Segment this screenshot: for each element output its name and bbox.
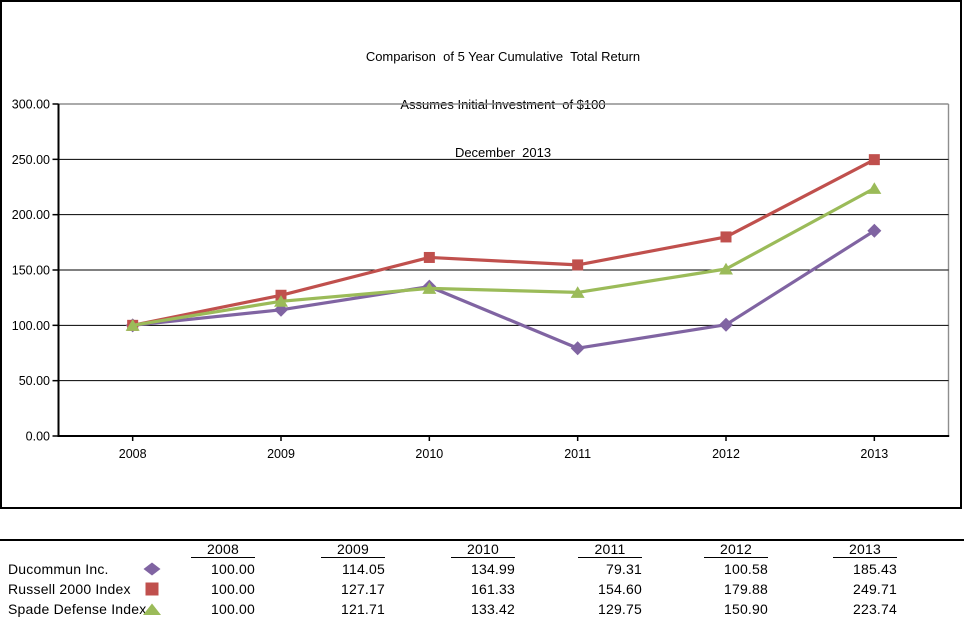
y-tick-label: 300.00 (12, 98, 50, 112)
table-value: 127.17 (340, 581, 385, 597)
data-point-square (572, 259, 584, 271)
table-value: 100.00 (210, 561, 255, 577)
x-tick-label: 2012 (712, 447, 740, 461)
table-value: 134.99 (470, 561, 515, 577)
data-point-diamond (719, 317, 733, 332)
y-tick-label: 0.00 (26, 430, 50, 444)
table-header-year: 2012 (642, 541, 768, 559)
year-header-underlined: 2008 (191, 542, 255, 558)
data-point-diamond (867, 223, 882, 238)
table-marker-spacer (130, 541, 174, 559)
x-tick-label: 2008 (119, 447, 147, 461)
y-tick-label: 200.00 (12, 208, 50, 222)
table-value: 100.00 (210, 581, 255, 597)
year-header-underlined: 2012 (704, 542, 768, 558)
series-label-spade-defense: Spade Defense Index (8, 601, 147, 617)
y-tick-label: 50.00 (19, 374, 50, 388)
y-tick-label: 150.00 (12, 264, 50, 278)
table-value: 100.58 (723, 561, 768, 577)
data-point-triangle (570, 286, 585, 298)
data-point-square (720, 231, 732, 243)
series-line-russell-2000-index (131, 158, 876, 327)
legend-diamond-icon (130, 559, 174, 579)
data-point-triangle (719, 262, 733, 275)
table-value: 114.05 (342, 561, 385, 577)
table-value: 223.74 (852, 601, 897, 617)
data-point-triangle (867, 182, 882, 194)
series-label-russell-2000: Russell 2000 Index (8, 581, 131, 597)
data-point-diamond (570, 341, 585, 356)
line-chart-plot: 300.00 250.00 200.00 150.00 100.00 50.00 0.00 2… (12, 98, 950, 461)
data-point-triangle (274, 295, 288, 307)
legend-triangle-icon (130, 599, 174, 619)
legend-square-icon (130, 579, 174, 599)
table-header-year: 2009 (255, 541, 385, 559)
series-label-ducommun: Ducommun Inc. (8, 561, 109, 577)
x-tick-label: 2013 (860, 447, 888, 461)
series-line-ducommun-inc- (131, 229, 876, 350)
series-line-spade-defense-index (131, 186, 876, 327)
table-header-year: 2011 (515, 541, 642, 559)
data-point-triangle (422, 282, 437, 294)
table-value: 121.71 (340, 601, 385, 617)
table-value: 179.88 (723, 581, 768, 597)
data-point-square (423, 251, 435, 263)
table-top-rule (0, 539, 964, 541)
year-header-underlined: 2011 (578, 542, 642, 558)
year-header-underlined: 2010 (451, 542, 515, 558)
table-value: 185.43 (852, 561, 897, 577)
table-header-year: 2008 (174, 541, 255, 559)
performance-data-table: 2008 2009 2010 2011 2012 2013 Ducommun I… (0, 541, 897, 619)
x-tick-label: 2010 (415, 447, 443, 461)
year-header-underlined: 2009 (321, 542, 385, 558)
table-value: 129.75 (597, 601, 642, 617)
table-value: 161.33 (470, 581, 515, 597)
table-corner-spacer (0, 541, 130, 559)
table-value: 154.60 (597, 581, 642, 597)
chart-title-line-3: December 2013 (454, 145, 552, 160)
x-tick-label: 2009 (267, 447, 295, 461)
table-header-year: 2013 (768, 541, 897, 559)
table-value: 150.90 (723, 601, 768, 617)
y-tick-label: 100.00 (12, 319, 50, 333)
table-value: 79.31 (605, 561, 642, 577)
data-point-triangle (125, 319, 140, 331)
chart-title-line-1: Comparison of 5 Year Cumulative Total Re… (365, 49, 641, 64)
y-tick-label: 250.00 (12, 153, 50, 167)
table-header-year: 2010 (385, 541, 515, 559)
year-header-underlined: 2013 (833, 542, 897, 558)
table-value: 133.42 (470, 601, 515, 617)
table-value: 100.00 (210, 601, 255, 617)
table-value: 249.71 (852, 581, 897, 597)
chart-outer-border (0, 0, 962, 509)
data-point-square (868, 154, 880, 166)
x-tick-label: 2011 (564, 447, 591, 461)
